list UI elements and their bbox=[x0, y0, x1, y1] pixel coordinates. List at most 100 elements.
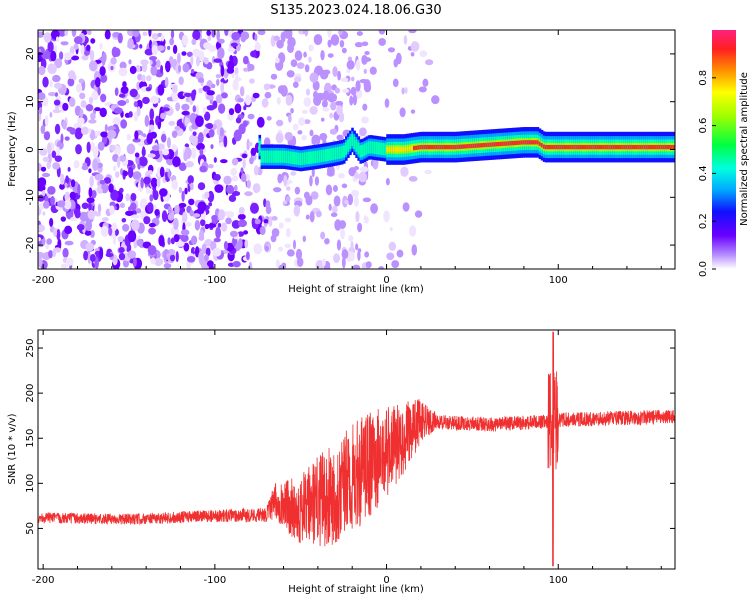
ridge-core bbox=[526, 140, 529, 145]
noise-cell bbox=[383, 210, 390, 223]
snr-frame bbox=[37, 329, 676, 570]
noise-cell bbox=[128, 111, 133, 118]
y-tick-label: 0 bbox=[25, 146, 36, 152]
noise-cell bbox=[202, 107, 206, 115]
ridge-core bbox=[623, 144, 626, 150]
noise-cell bbox=[242, 120, 248, 128]
noise-cell bbox=[125, 98, 130, 104]
noise-cell bbox=[237, 97, 244, 103]
noise-cell bbox=[419, 50, 428, 58]
noise-cell bbox=[241, 153, 248, 159]
noise-cell bbox=[46, 161, 51, 170]
ridge-core bbox=[561, 144, 564, 150]
noise-cell bbox=[165, 167, 169, 173]
noise-cell bbox=[271, 216, 278, 221]
noise-cell bbox=[243, 67, 249, 72]
noise-cell bbox=[59, 183, 65, 190]
ridge-core bbox=[606, 144, 610, 150]
noise-cell bbox=[252, 183, 261, 194]
noise-cell bbox=[226, 184, 235, 194]
noise-cell bbox=[359, 78, 368, 84]
noise-cell bbox=[392, 78, 399, 88]
noise-cell bbox=[178, 186, 183, 194]
noise-cell bbox=[104, 124, 108, 132]
ridge-core bbox=[590, 144, 593, 150]
noise-cell bbox=[319, 132, 328, 141]
noise-cell bbox=[159, 188, 168, 197]
noise-cell bbox=[239, 86, 245, 97]
ridge-core bbox=[476, 143, 480, 148]
ridge-core bbox=[616, 144, 620, 150]
noise-cell bbox=[292, 123, 299, 131]
ridge-core bbox=[478, 143, 482, 148]
ridge-core bbox=[625, 144, 628, 150]
ridge-core bbox=[559, 144, 562, 150]
noise-cell bbox=[327, 92, 337, 103]
ridge-core bbox=[520, 140, 523, 145]
noise-cell bbox=[364, 50, 370, 56]
ridge-core bbox=[660, 144, 663, 150]
noise-cell bbox=[156, 45, 165, 52]
noise-cell bbox=[178, 76, 184, 85]
x-tick-label: -200 bbox=[32, 575, 55, 586]
ridge-cell bbox=[363, 143, 367, 156]
ridge-cell bbox=[287, 151, 290, 164]
ridge-core bbox=[410, 146, 414, 151]
noise-cell bbox=[192, 213, 201, 218]
ridge-core bbox=[557, 144, 560, 150]
ridge-core bbox=[460, 144, 464, 149]
noise-cell bbox=[254, 218, 261, 225]
ridge-core bbox=[652, 144, 655, 150]
noise-cell bbox=[208, 128, 215, 138]
noise-cell bbox=[197, 77, 205, 83]
ridge-cell bbox=[279, 150, 282, 163]
y-tick-label: 150 bbox=[25, 429, 36, 448]
noise-cell bbox=[107, 129, 117, 139]
ridge-cell bbox=[260, 150, 264, 163]
noise-cell bbox=[354, 42, 364, 48]
noise-cell bbox=[64, 225, 73, 235]
noise-cell bbox=[151, 33, 159, 40]
noise-cell bbox=[87, 252, 91, 264]
noise-cell bbox=[393, 58, 399, 68]
noise-cell bbox=[127, 230, 137, 243]
noise-cell bbox=[112, 165, 117, 172]
noise-cell bbox=[183, 92, 193, 97]
noise-cell bbox=[110, 57, 117, 65]
noise-cell bbox=[327, 53, 334, 58]
noise-cell bbox=[265, 205, 272, 215]
noise-cell bbox=[122, 223, 130, 232]
ridge-cell bbox=[334, 147, 338, 160]
noise-cell bbox=[134, 152, 140, 158]
noise-cell bbox=[60, 173, 65, 185]
noise-cell bbox=[304, 64, 310, 73]
noise-cell bbox=[223, 175, 232, 185]
noise-cell bbox=[97, 141, 105, 151]
noise-cell bbox=[38, 162, 42, 172]
noise-cell bbox=[207, 223, 217, 228]
noise-cell bbox=[348, 166, 357, 177]
ridge-core bbox=[468, 143, 472, 149]
ridge-core bbox=[485, 142, 488, 148]
noise-cell bbox=[190, 147, 197, 159]
ridge-core bbox=[445, 144, 449, 150]
noise-cell bbox=[184, 143, 190, 148]
ridge-cell bbox=[380, 142, 383, 155]
noise-cell bbox=[302, 30, 306, 35]
noise-cell bbox=[54, 123, 61, 135]
noise-cell bbox=[203, 57, 209, 65]
noise-cell bbox=[143, 216, 151, 225]
noise-cell bbox=[212, 100, 218, 109]
noise-cell bbox=[234, 66, 239, 76]
noise-cell bbox=[408, 175, 418, 182]
ridge-core bbox=[396, 147, 400, 152]
ridge-core bbox=[534, 140, 538, 145]
noise-cell bbox=[320, 117, 325, 122]
ridge-core bbox=[645, 144, 649, 150]
noise-cell bbox=[127, 250, 137, 259]
noise-cell bbox=[337, 173, 345, 179]
noise-cell bbox=[57, 238, 62, 250]
noise-cell bbox=[242, 55, 249, 65]
ridge-core bbox=[429, 144, 433, 150]
noise-cell bbox=[217, 47, 225, 59]
